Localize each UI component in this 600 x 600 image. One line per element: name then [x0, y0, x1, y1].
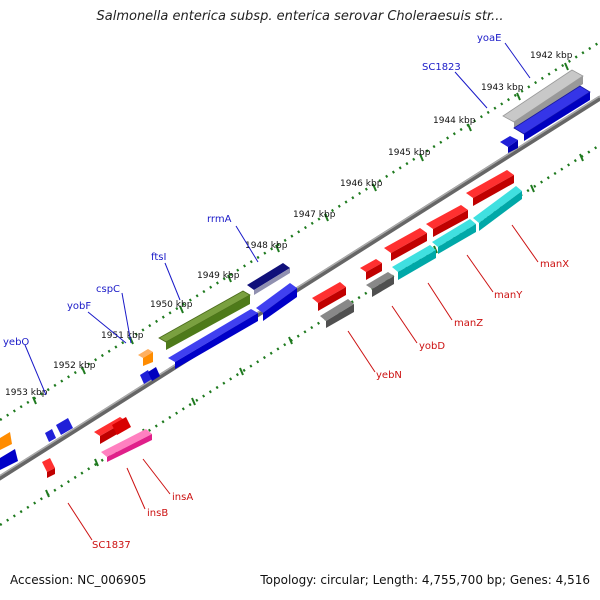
- gene-label[interactable]: manX: [540, 259, 569, 270]
- gene-label[interactable]: yobD: [419, 341, 445, 352]
- gene-block[interactable]: [500, 136, 518, 147]
- gene-label[interactable]: yebO: [3, 337, 29, 348]
- gene-label[interactable]: cspC: [96, 284, 120, 295]
- gene-block[interactable]: [0, 449, 18, 470]
- gene-block[interactable]: [384, 228, 427, 253]
- gene-label[interactable]: yoaE: [477, 33, 501, 44]
- gene-block[interactable]: [426, 205, 468, 229]
- gene-block[interactable]: [247, 263, 290, 290]
- kbp-label: 1952 kbp: [53, 361, 96, 371]
- gene-block[interactable]: [168, 309, 258, 362]
- gene-label[interactable]: yobF: [67, 301, 91, 312]
- gene-block[interactable]: [158, 290, 251, 343]
- kbp-label: 1945 kbp: [388, 148, 431, 158]
- gene-block: [107, 434, 152, 462]
- gene-block[interactable]: [45, 429, 56, 442]
- gene-block: [318, 287, 346, 311]
- gene-block[interactable]: [138, 349, 153, 358]
- gene-label[interactable]: SC1823: [422, 62, 461, 73]
- gene-block[interactable]: [256, 283, 297, 313]
- gene-block: [175, 313, 258, 369]
- gene-block: [326, 304, 354, 328]
- gene-block: [143, 352, 153, 366]
- gene-block: [166, 295, 250, 350]
- reverse-gene-blocks: [42, 170, 522, 478]
- kbp-label: 1949 kbp: [197, 271, 240, 281]
- gene-block[interactable]: [466, 170, 514, 198]
- genome-title: Salmonella enterica subsp. enterica sero…: [96, 9, 504, 24]
- reverse-leader-lines: [67, 224, 539, 541]
- gene-block[interactable]: [148, 367, 160, 381]
- gene-label[interactable]: insA: [172, 492, 193, 503]
- gene-label[interactable]: SC1837: [92, 540, 131, 551]
- gene-block: [524, 92, 590, 141]
- gene-label[interactable]: rrmA: [207, 214, 232, 225]
- gene-block[interactable]: [473, 186, 522, 223]
- gene-block: [263, 288, 297, 321]
- accession-text: Accession: NC_006905: [10, 573, 147, 587]
- gene-block: [398, 250, 436, 280]
- kbp-label: 1950 kbp: [150, 300, 193, 310]
- gene-block: [391, 233, 427, 261]
- gene-block: [47, 468, 55, 478]
- forward-leader-lines: [24, 42, 531, 396]
- gene-block[interactable]: [392, 245, 436, 272]
- gene-block[interactable]: [56, 418, 73, 435]
- kbp-label: 1948 kbp: [245, 241, 288, 251]
- gene-label[interactable]: yebN: [376, 370, 402, 381]
- gene-label[interactable]: ftsI: [151, 252, 166, 263]
- gene-block[interactable]: [366, 272, 394, 289]
- kbp-label: 1947 kbp: [293, 210, 336, 220]
- kbp-label: 1943 kbp: [481, 83, 524, 93]
- forward-gene-blocks: [0, 69, 591, 470]
- gene-block: [479, 191, 522, 231]
- gene-block[interactable]: [101, 429, 152, 457]
- gene-block: [433, 210, 468, 237]
- reverse-gene-labels: manX manY manZ yobD yebN insA insB SC183…: [92, 259, 569, 551]
- kbp-label: 1942 kbp: [530, 51, 573, 61]
- gene-label[interactable]: manZ: [454, 318, 483, 329]
- kbp-labels: 1942 kbp 1943 kbp 1944 kbp 1945 kbp 1946…: [5, 51, 573, 398]
- gene-block: [366, 263, 382, 280]
- gene-block: [254, 268, 290, 295]
- gene-block[interactable]: [360, 259, 382, 272]
- kbp-label: 1944 kbp: [433, 116, 476, 126]
- gene-label[interactable]: insB: [147, 508, 168, 519]
- gene-block: [438, 224, 476, 254]
- gene-block[interactable]: [42, 458, 55, 472]
- gene-block[interactable]: [112, 417, 131, 435]
- gene-label[interactable]: manY: [494, 290, 523, 301]
- kbp-label: 1951 kbp: [101, 331, 144, 341]
- kbp-label: 1953 kbp: [5, 388, 48, 398]
- gene-block: [508, 140, 518, 153]
- gene-block: [372, 276, 394, 297]
- gene-block: [514, 76, 583, 129]
- outer-major-ticks: [32, 62, 569, 405]
- gene-block[interactable]: [0, 432, 12, 450]
- gene-block[interactable]: [312, 282, 346, 303]
- topology-text: Topology: circular; Length: 4,755,700 bp…: [260, 573, 590, 587]
- kbp-label: 1946 kbp: [340, 179, 383, 189]
- gene-block: [473, 175, 514, 206]
- forward-gene-labels: yoaE SC1823 rrmA ftsI cspC yobF yebO: [3, 33, 501, 348]
- gene-block[interactable]: [320, 299, 354, 321]
- gene-block[interactable]: [432, 219, 476, 247]
